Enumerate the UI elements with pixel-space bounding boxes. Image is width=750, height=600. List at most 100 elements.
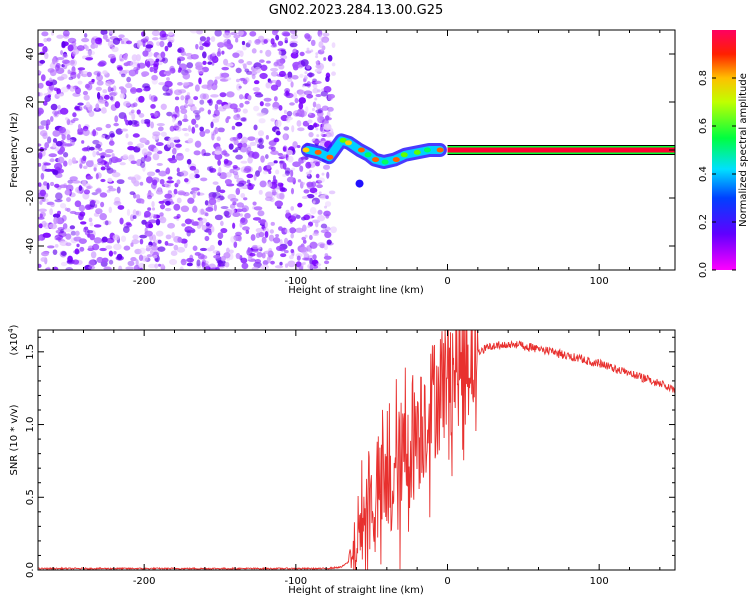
noise-blob (279, 246, 286, 252)
noise-blob (187, 125, 192, 132)
noise-blob (42, 46, 48, 53)
noise-blob (232, 136, 239, 141)
noise-blob (100, 166, 106, 171)
noise-blob (118, 86, 125, 90)
noise-blob (38, 92, 41, 97)
noise-blob (69, 85, 76, 92)
noise-blob (295, 253, 303, 258)
noise-blob (216, 41, 226, 48)
noise-blob (257, 210, 265, 217)
noise-blob (146, 176, 153, 184)
noise-blob (217, 232, 224, 239)
noise-blob (210, 267, 218, 270)
noise-blob (125, 83, 133, 89)
noise-blob (279, 184, 284, 190)
noise-blob (239, 50, 244, 57)
noise-blob (79, 246, 85, 252)
noise-blob (90, 37, 96, 45)
noise-blob (199, 36, 207, 42)
noise-blob (54, 148, 60, 152)
noise-blob (292, 161, 301, 168)
noise-blob (88, 259, 96, 267)
noise-blob (127, 146, 136, 151)
noise-blob (66, 118, 71, 126)
noise-blob (88, 110, 95, 117)
noise-blob (147, 207, 152, 211)
noise-blob (100, 201, 105, 208)
noise-blob (191, 221, 200, 226)
noise-blob (48, 77, 53, 83)
noise-blob (96, 151, 100, 156)
noise-blob (173, 203, 181, 211)
track-point (372, 157, 380, 163)
snr-xlabel: Height of straight line (km) (288, 585, 424, 596)
noise-blob (105, 237, 115, 244)
noise-blob (208, 165, 214, 173)
noise-blob (156, 150, 163, 155)
noise-blob (240, 117, 247, 122)
noise-blob (119, 58, 124, 62)
noise-blob (199, 40, 203, 46)
noise-blob (111, 46, 119, 53)
noise-blob (321, 46, 325, 50)
noise-blob (199, 107, 205, 112)
noise-blob (273, 237, 281, 244)
noise-blob (93, 237, 102, 244)
noise-blob (164, 80, 173, 88)
noise-blob (79, 211, 86, 217)
noise-blob (43, 38, 48, 43)
noise-blob (280, 114, 289, 122)
colorbar-label: Normalized spectral amplitude (738, 73, 749, 227)
noise-blob (305, 161, 312, 169)
noise-blob (139, 181, 144, 186)
noise-blob (172, 116, 176, 123)
noise-blob (219, 189, 226, 194)
noise-blob (52, 110, 59, 115)
noise-blob (101, 238, 105, 244)
noise-blob (88, 265, 96, 270)
noise-blob (166, 77, 170, 81)
noise-blob (78, 204, 86, 212)
noise-blob (114, 158, 123, 163)
noise-blob (258, 118, 266, 124)
noise-blob (286, 176, 296, 183)
noise-blob (269, 67, 279, 72)
noise-blob (175, 143, 182, 148)
noise-blob (224, 261, 230, 268)
noise-blob (255, 227, 264, 233)
noise-blob (105, 123, 112, 129)
noise-blob (203, 211, 208, 216)
noise-blob (185, 229, 194, 233)
noise-blob (99, 213, 107, 221)
noise-blob (270, 38, 275, 45)
noise-blob (187, 197, 195, 204)
noise-blob (204, 129, 211, 134)
noise-blob (287, 260, 296, 268)
noise-blob (49, 158, 55, 163)
noise-blob (77, 80, 83, 85)
noise-blob (96, 256, 104, 263)
noise-blob (321, 88, 325, 92)
noise-blob (206, 36, 211, 42)
noise-blob (192, 192, 196, 199)
noise-blob (232, 52, 240, 58)
noise-blob (139, 238, 144, 245)
noise-blob (152, 131, 161, 137)
noise-blob (75, 230, 80, 236)
noise-blob (93, 166, 97, 172)
noise-blob (324, 253, 329, 258)
noise-blob (264, 221, 268, 229)
noise-blob (159, 216, 167, 224)
spectrogram-ytick-label: 0 (25, 147, 36, 153)
noise-blob (126, 208, 131, 217)
noise-blob (289, 102, 295, 106)
noise-blob (54, 199, 63, 203)
noise-blob (59, 202, 67, 209)
noise-blob (139, 267, 143, 270)
noise-blob (48, 153, 57, 158)
noise-blob (180, 170, 189, 177)
noise-blob (179, 266, 184, 270)
noise-blob (243, 197, 248, 201)
noise-blob (207, 109, 212, 115)
noise-blob (299, 246, 308, 253)
